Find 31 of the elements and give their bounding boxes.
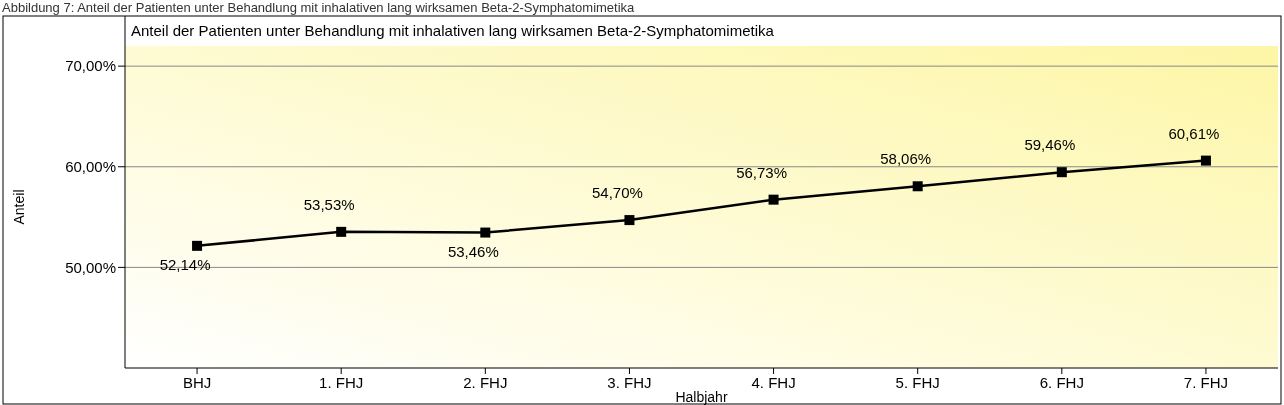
data-label: 58,06% [880,150,932,168]
point [1200,155,1211,166]
data-label: 60,61% [1168,124,1220,142]
chart-title: Anteil der Patienten unter Behandlung mit inhalativen lang wirksamen Beta-2-Symphatomimetika [131,22,775,39]
y-tick-label: 50,00% [65,258,116,276]
point [624,215,635,226]
data-label: 52,14% [159,255,211,273]
data-label: 56,73% [736,163,787,181]
x-tick-label: 4. FHJ [751,374,796,391]
data-label: 59,46% [1024,136,1076,154]
x-tick-label: 5. FHJ [895,374,940,391]
point [192,240,203,251]
text: Abbildung 7: Anteil der Patienten unter Behandlung mit inhalativen lang wirksamen Beta-2-Symphatomimetika [2,0,636,15]
point [912,181,923,192]
data-label: 54,70% [592,184,643,202]
point [480,227,491,238]
y-tick-label: 60,00% [65,158,116,175]
x-tick-label: 7. FHJ [1183,374,1229,391]
x-tick-label: 1. FHJ [319,374,364,391]
data-label: 53,46% [447,242,499,260]
data-label: 53,53% [303,195,355,213]
point [336,226,347,237]
x-tick-label: 2. FHJ [463,374,508,391]
x-tick-label: BHJ [182,374,212,391]
x-axis-title: Halbjahr [675,389,728,405]
x-tick-label: 6. FHJ [1039,374,1084,391]
x-tick-label: 3. FHJ [607,374,652,391]
point [1056,167,1067,178]
y-axis-title: Anteil [11,189,27,225]
y-tick-label: 70,00% [65,57,116,75]
point [768,194,779,205]
